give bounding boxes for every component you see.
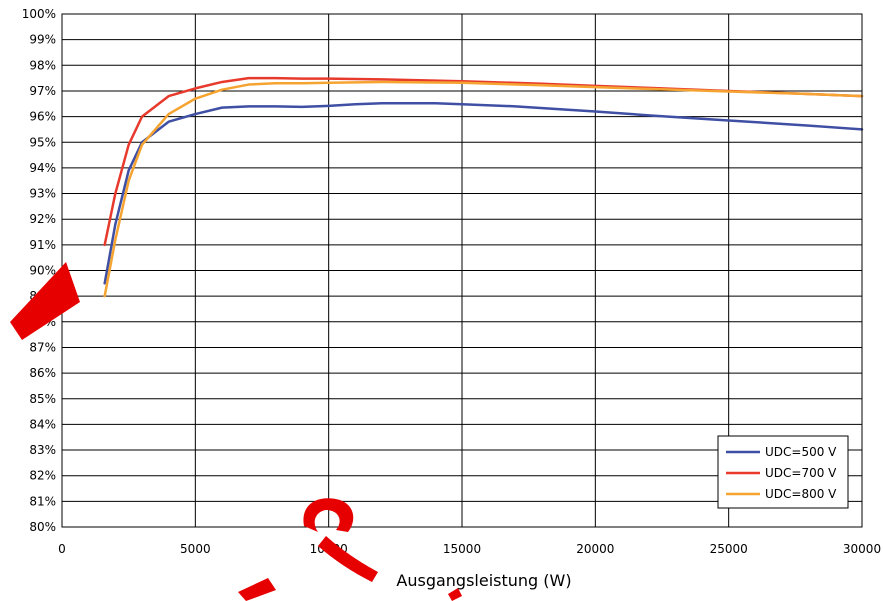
legend-box (717, 435, 849, 509)
x-tick-label: 0 (58, 542, 66, 556)
legend-item-label: UDC=700 V (765, 466, 837, 480)
x-axis-ticks: 050001000015000200002500030000 (58, 542, 881, 556)
y-tick-label: 100% (22, 7, 56, 21)
y-tick-label: 96% (29, 110, 56, 124)
y-tick-label: 81% (29, 494, 56, 508)
y-tick-label: 93% (29, 187, 56, 201)
y-tick-label: 82% (29, 469, 56, 483)
y-tick-label: 90% (29, 264, 56, 278)
grid (61, 13, 863, 528)
series-lines (103, 76, 864, 298)
x-axis-label: Ausgangsleistung (W) (396, 571, 571, 590)
y-tick-label: 95% (29, 135, 56, 149)
legend-item-label: UDC=500 V (765, 445, 837, 459)
y-tick-label: 84% (29, 417, 56, 431)
series-line-3 (103, 80, 864, 298)
y-tick-label: 91% (29, 238, 56, 252)
y-tick-label: 92% (29, 212, 56, 226)
y-tick-label: 99% (29, 33, 56, 47)
series-line-1 (103, 102, 864, 285)
y-tick-label: 98% (29, 58, 56, 72)
x-tick-label: 20000 (576, 542, 614, 556)
y-tick-label: 80% (29, 520, 56, 534)
series-line-2 (103, 76, 864, 247)
watermark-mark (10, 262, 462, 601)
x-tick-label: 15000 (443, 542, 481, 556)
y-tick-label: 87% (29, 340, 56, 354)
legend-item-label: UDC=800 V (765, 487, 837, 501)
legend: UDC=500 V UDC=700 V UDC=800 V (717, 435, 849, 509)
y-axis-ticks: 80%81%82%83%84%85%86%87%88%89%90%91%92%9… (22, 7, 56, 534)
y-tick-label: 97% (29, 84, 56, 98)
x-tick-label: 5000 (180, 542, 211, 556)
y-tick-label: 85% (29, 392, 56, 406)
y-tick-label: 94% (29, 161, 56, 175)
x-tick-label: 25000 (710, 542, 748, 556)
y-tick-label: 86% (29, 366, 56, 380)
x-tick-label: 30000 (843, 542, 881, 556)
y-tick-label: 83% (29, 443, 56, 457)
